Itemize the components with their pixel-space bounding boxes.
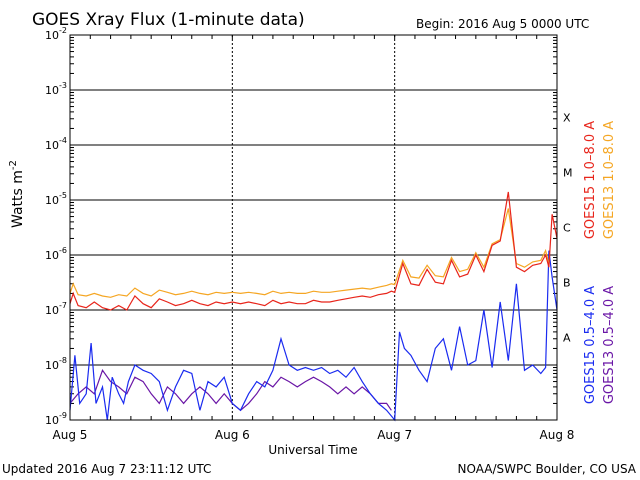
footer-credit: NOAA/SWPC Boulder, CO USA [458,462,637,476]
legend-entry: GOES13 1.0–8.0 A [602,121,617,239]
legend-entry: GOES13 0.5–4.0 A [602,286,617,404]
legend-entry: GOES15 1.0–8.0 A [583,121,598,239]
svg-text:Watts m-2: Watts m-2 [8,160,26,228]
plot-frame [69,34,558,421]
chart-title: GOES Xray Flux (1-minute data) [32,10,305,30]
y-tick-label: 10-4 [45,136,67,152]
flare-class-label: X [563,112,571,125]
series-layer [69,191,558,422]
legend-entry: GOES15 0.5–4.0 A [583,286,598,404]
footer-updated: Updated 2016 Aug 7 23:11:12 UTC [2,462,211,476]
x-tick-label: Aug 5 [53,428,88,442]
y-tick-label: 10-9 [45,411,67,427]
y-axis-label: Watts m-2 [8,160,26,228]
y-tick-labels: 10-9 10-8 10-7 10-6 10-5 10-4 10-3 10-2 [45,26,67,427]
legend: GOES15 1.0–8.0 A GOES13 1.0–8.0 A GOES15 0… [583,121,617,404]
flare-class-label: M [563,167,573,180]
x-tick-label: Aug 6 [215,428,250,442]
series-line [69,208,550,298]
flare-class-label: C [563,222,571,235]
flare-class-label: B [563,277,571,290]
series-line [69,191,558,311]
y-axis-label-exponent: -2 [8,160,19,170]
y-tick-label: 10-3 [45,81,67,97]
flare-class-label: A [563,332,571,345]
x-tick-label: Aug 8 [540,428,575,442]
y-tick-label: 10-6 [45,246,67,262]
y-tick-label: 10-8 [45,356,67,372]
y-tick-label: 10-5 [45,191,67,207]
y-axis-label-text: Watts m [10,170,26,228]
series-line [69,369,392,412]
x-tick-labels: Aug 5 Aug 6 Aug 7 Aug 8 [53,428,575,442]
x-axis-label: Universal Time [268,443,357,457]
x-tick-label: Aug 7 [377,428,412,442]
flare-class-labels: A B C M X [563,112,573,345]
y-tick-label: 10-2 [45,26,67,42]
grid [69,34,558,421]
series-line [69,250,558,422]
y-tick-label: 10-7 [45,301,67,317]
begin-label: Begin: 2016 Aug 5 0000 UTC [416,17,589,31]
